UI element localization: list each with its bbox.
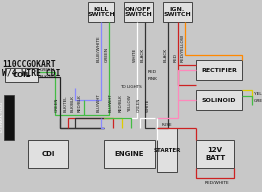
Text: KILL
SWITCH: KILL SWITCH (87, 7, 115, 17)
Text: ON/OFF
SWITCH: ON/OFF SWITCH (125, 7, 152, 17)
Text: TO SPARK PLUG: TO SPARK PLUG (0, 102, 4, 134)
Text: BLUE/WHITE: BLUE/WHITE (97, 35, 101, 62)
Text: YELLOW: YELLOW (254, 92, 262, 96)
Text: BLU/WHT: BLU/WHT (97, 93, 101, 112)
Text: GREEN: GREEN (254, 99, 262, 103)
Bar (157, 128, 177, 172)
Bar (124, 2, 153, 22)
Text: RED: RED (174, 53, 178, 62)
Text: 110CCGOKART: 110CCGOKART (2, 60, 56, 69)
Text: YELLOW: YELLOW (128, 95, 132, 112)
Text: BLACK: BLACK (141, 48, 145, 62)
Text: RED: RED (148, 70, 157, 74)
Text: W/4 WIRE CDI: W/4 WIRE CDI (2, 68, 61, 77)
Text: BLK/YEL: BLK/YEL (40, 75, 57, 79)
Text: ENGINE: ENGINE (115, 151, 144, 157)
Text: BLK/BLK: BLK/BLK (71, 95, 75, 112)
Text: RED/YELLOW: RED/YELLOW (181, 34, 185, 62)
Text: STARTER: STARTER (153, 147, 181, 152)
Text: COIL: COIL (13, 72, 30, 78)
Text: BLACK: BLACK (164, 48, 168, 62)
Text: GREEN: GREEN (105, 47, 109, 62)
Text: SOLINOID: SOLINOID (202, 98, 236, 103)
Text: CDI: CDI (41, 151, 55, 157)
Text: WHITE: WHITE (133, 48, 137, 62)
Bar (5, 68, 38, 82)
Text: FUSE: FUSE (162, 123, 173, 127)
Bar (28, 140, 68, 168)
Text: RED/WHITE: RED/WHITE (205, 181, 230, 185)
Bar (104, 140, 155, 168)
Text: RED/BLK: RED/BLK (119, 94, 123, 112)
Text: GREEN: GREEN (40, 68, 55, 72)
Bar (88, 2, 114, 22)
Bar (196, 140, 234, 168)
Text: GREEN: GREEN (137, 98, 141, 112)
Text: BLK/TEL: BLK/TEL (64, 95, 68, 112)
Text: RED/BLK: RED/BLK (78, 94, 82, 112)
Bar (163, 2, 192, 22)
Bar (4, 95, 14, 140)
Text: PINK: PINK (148, 77, 158, 81)
Text: BLU/WHT: BLU/WHT (109, 93, 113, 112)
Text: 12V
BATT: 12V BATT (205, 147, 225, 161)
Text: GREEN: GREEN (55, 98, 59, 112)
Bar (196, 60, 242, 80)
Text: RECTIFIER: RECTIFIER (201, 68, 237, 73)
Bar (196, 90, 242, 110)
Text: WHITE: WHITE (146, 99, 150, 112)
Text: TO LIGHTS: TO LIGHTS (120, 85, 142, 89)
Text: IGN.
SWITCH: IGN. SWITCH (164, 7, 191, 17)
